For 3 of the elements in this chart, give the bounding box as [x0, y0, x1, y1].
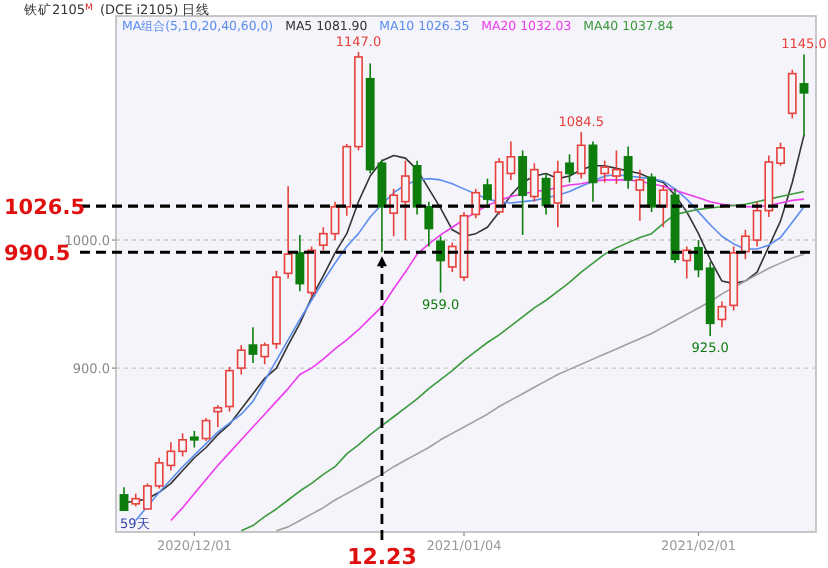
annotation: 12.23	[347, 544, 417, 568]
ref-line-label: 1026.5	[4, 196, 86, 221]
ref-line-label: 990.5	[4, 242, 71, 267]
